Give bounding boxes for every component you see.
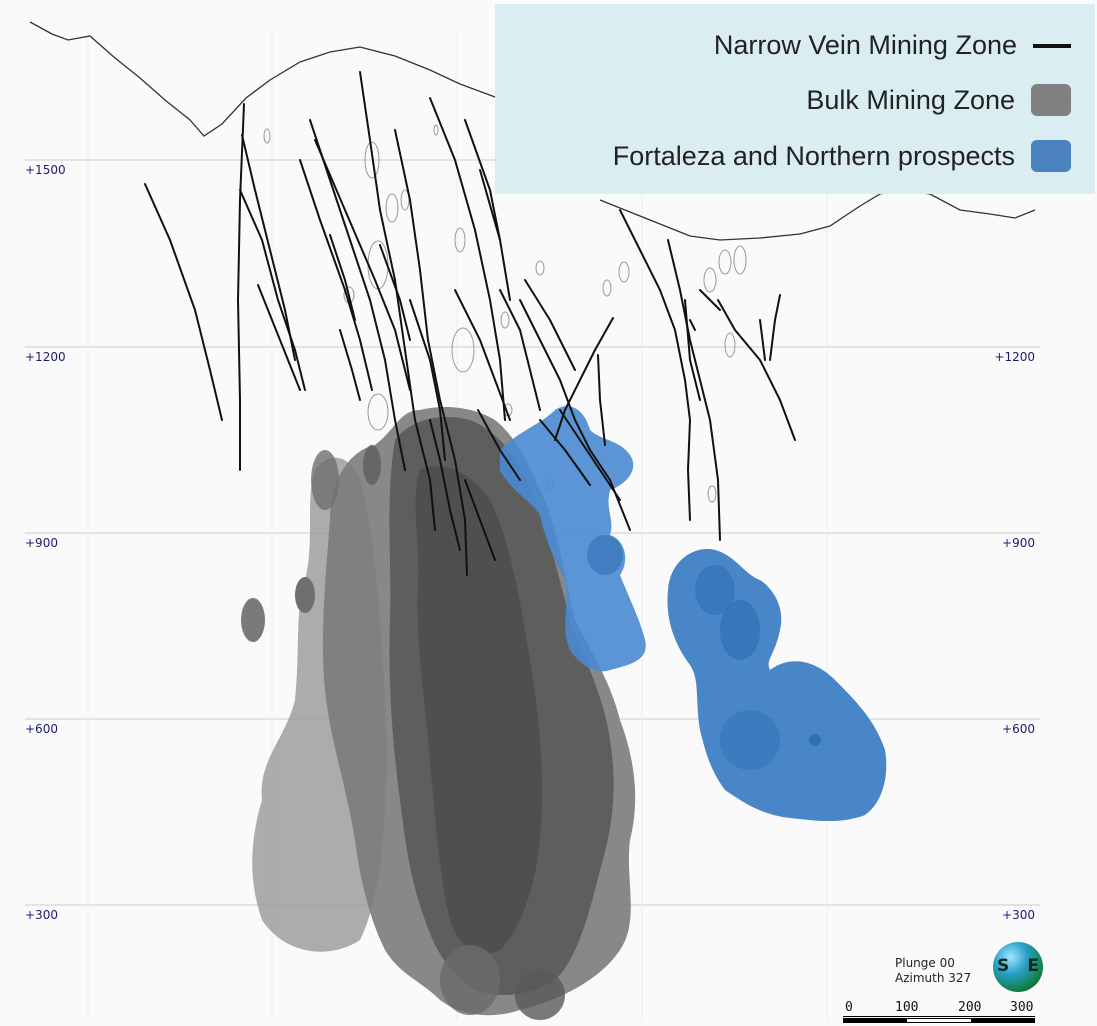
scale-tick-label: 100 [895,1000,919,1015]
elevation-label-left: +900 [25,536,58,550]
elevation-label-left: +600 [25,722,58,736]
legend-item-narrow-vein: Narrow Vein Mining Zone [714,30,1071,61]
legend-label: Bulk Mining Zone [806,84,1015,115]
legend-label: Fortaleza and Northern prospects [612,140,1015,171]
elevation-label-right: +600 [1002,722,1035,736]
elevation-label-left: +1200 [25,350,66,364]
azimuth-text: Azimuth 327 [895,971,972,985]
legend-label: Narrow Vein Mining Zone [713,30,1017,60]
compass-sphere-icon: S E [993,942,1043,992]
scale-bar [843,1018,1035,1024]
legend-item-bulk-mining: Bulk Mining Zone [806,84,1071,116]
topography-line [29,21,1036,241]
plunge-text: Plunge 00 [895,956,955,970]
blue-swatch-icon [1031,140,1071,172]
elevation-label-right: +1200 [994,350,1035,364]
line-swatch-icon [1033,43,1071,48]
elevation-label-right: +300 [1002,908,1035,922]
legend-item-prospects: Fortaleza and Northern prospects [613,140,1071,172]
scale-tick-label: 200 [958,1000,982,1015]
view-orientation-info: Plunge 00 Azimuth 327 [895,956,971,986]
elevation-label-right: +900 [1002,536,1035,550]
compass-label-e: E [1027,956,1039,976]
grey-swatch-icon [1031,84,1071,116]
compass-label-s: S [997,956,1010,976]
narrow-vein-lines [144,71,796,576]
scale-tick-label: 300 [1010,1000,1034,1015]
scale-segment [907,1018,971,1023]
legend: Narrow Vein Mining Zone Bulk Mining Zone… [495,4,1095,194]
scale-segment [971,1018,1035,1023]
elevation-label-left: +1500 [25,163,66,177]
elevation-label-left: +300 [25,908,58,922]
scale-tick-label: 0 [845,1000,853,1015]
prospects-zone [500,406,887,822]
scale-segment [843,1018,907,1023]
scale-bar-line [843,1016,1035,1017]
